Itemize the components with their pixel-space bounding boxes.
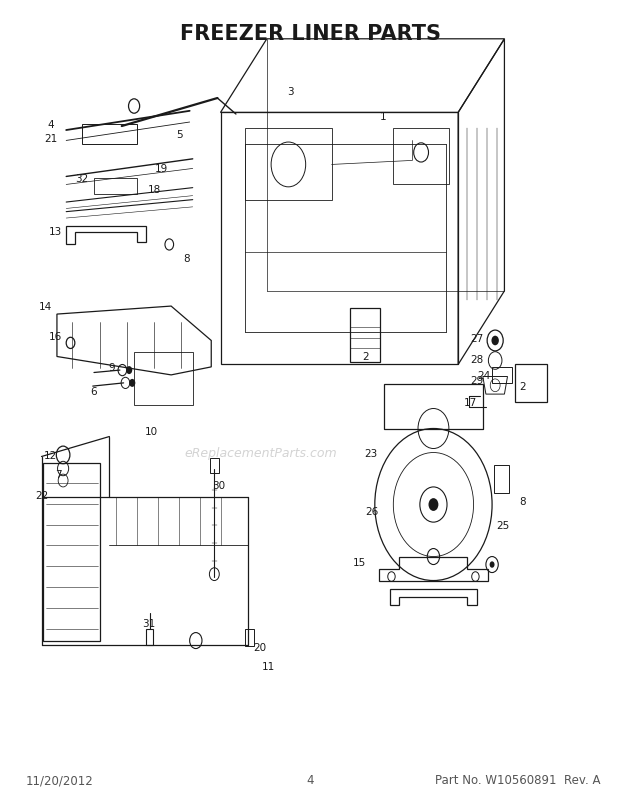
Text: Part No. W10560891  Rev. A: Part No. W10560891 Rev. A [435, 773, 600, 786]
Text: FREEZER LINER PARTS: FREEZER LINER PARTS [180, 24, 440, 44]
Text: 4: 4 [306, 773, 314, 786]
Text: 23: 23 [364, 448, 377, 458]
Text: 2: 2 [362, 352, 369, 362]
Text: 29: 29 [470, 376, 483, 386]
Bar [210, 459, 219, 473]
Text: 12: 12 [44, 451, 58, 460]
Text: 8: 8 [184, 253, 190, 264]
Text: 30: 30 [212, 480, 225, 490]
Text: 4: 4 [48, 120, 54, 130]
Circle shape [492, 336, 499, 346]
Circle shape [126, 367, 132, 375]
Text: 5: 5 [176, 130, 182, 140]
Text: 26: 26 [365, 506, 378, 516]
Text: eReplacementParts.com: eReplacementParts.com [184, 447, 337, 460]
Circle shape [129, 379, 135, 387]
Bar [245, 129, 332, 201]
Text: 20: 20 [253, 642, 266, 652]
Text: 27: 27 [470, 334, 483, 343]
Text: 31: 31 [141, 618, 155, 628]
Text: 14: 14 [39, 302, 53, 312]
Bar [350, 308, 379, 363]
Bar [134, 353, 193, 405]
Text: 10: 10 [145, 427, 158, 436]
Text: 25: 25 [496, 520, 509, 530]
Text: 28: 28 [470, 354, 483, 364]
Text: 13: 13 [49, 227, 63, 237]
Text: 8: 8 [520, 496, 526, 506]
Text: 7: 7 [55, 469, 61, 480]
Circle shape [428, 499, 438, 512]
Bar [393, 129, 449, 185]
Bar [515, 364, 547, 403]
Text: 18: 18 [148, 185, 161, 195]
Text: 21: 21 [44, 134, 58, 144]
Text: 15: 15 [353, 557, 366, 568]
Bar [384, 385, 483, 429]
Text: 1: 1 [379, 111, 386, 121]
Bar [82, 125, 137, 145]
Text: 6: 6 [91, 387, 97, 396]
Text: 9: 9 [108, 363, 115, 372]
Text: 17: 17 [464, 398, 477, 407]
Bar [146, 629, 153, 645]
Text: 32: 32 [75, 174, 88, 184]
Text: 11: 11 [262, 662, 275, 671]
Circle shape [490, 561, 495, 568]
Text: 22: 22 [35, 490, 49, 500]
Text: 2: 2 [520, 382, 526, 391]
Bar [245, 629, 254, 646]
Text: 11/20/2012: 11/20/2012 [26, 773, 94, 786]
Bar [492, 367, 512, 383]
Bar [94, 179, 137, 195]
Bar [221, 113, 458, 365]
Text: 19: 19 [155, 164, 169, 174]
Text: 3: 3 [287, 87, 293, 97]
Bar [494, 465, 510, 493]
Text: 16: 16 [49, 332, 63, 342]
Text: 24: 24 [477, 371, 490, 380]
